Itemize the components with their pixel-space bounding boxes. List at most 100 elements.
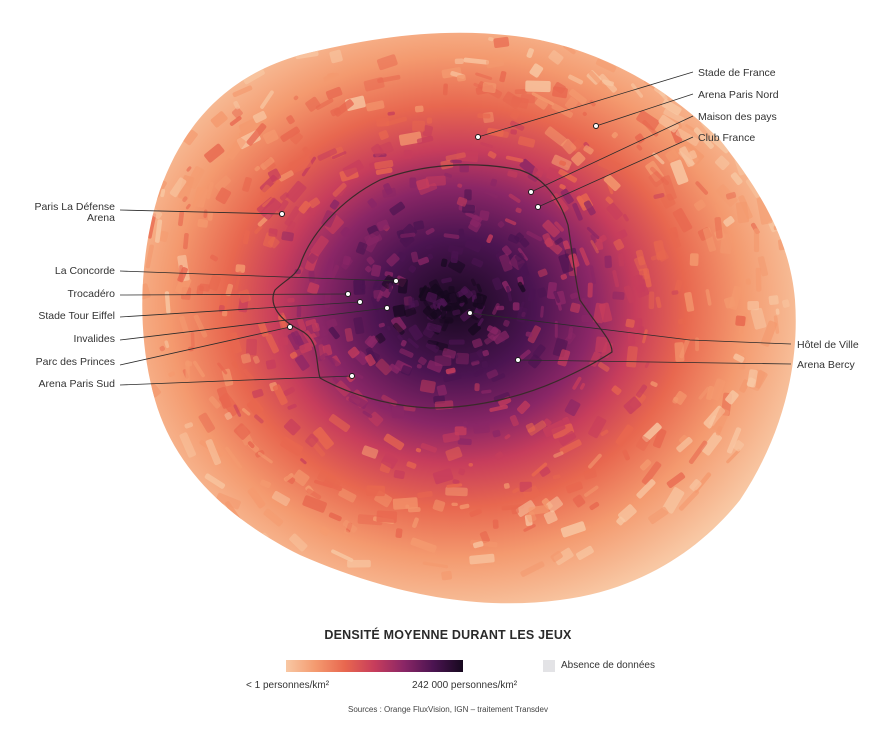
density-patch bbox=[418, 182, 438, 195]
density-patch bbox=[365, 27, 390, 32]
density-patch bbox=[247, 487, 266, 509]
density-patch bbox=[215, 187, 232, 205]
density-patch bbox=[330, 107, 341, 117]
density-patch bbox=[329, 264, 340, 280]
density-patch bbox=[319, 526, 330, 536]
density-patch bbox=[281, 231, 294, 242]
density-patch bbox=[665, 149, 679, 163]
density-patch bbox=[254, 165, 261, 172]
density-patch bbox=[297, 318, 307, 332]
density-patch bbox=[725, 390, 739, 405]
density-patch bbox=[688, 440, 708, 465]
density-patch bbox=[197, 218, 209, 228]
density-patch bbox=[526, 230, 543, 242]
density-patch bbox=[613, 238, 625, 251]
venue-markers bbox=[279, 123, 599, 379]
density-patch bbox=[568, 253, 580, 269]
density-patch bbox=[622, 213, 629, 222]
density-patch bbox=[648, 291, 655, 310]
density-patch bbox=[317, 352, 328, 362]
density-patch bbox=[601, 341, 614, 358]
density-patch bbox=[226, 137, 246, 160]
density-patch bbox=[636, 110, 660, 131]
density-patch bbox=[611, 131, 618, 139]
density-patch bbox=[726, 449, 741, 464]
density-patch bbox=[179, 432, 197, 458]
density-patch bbox=[642, 329, 648, 344]
density-patch bbox=[679, 146, 695, 168]
density-patch bbox=[725, 191, 737, 200]
density-patch bbox=[227, 332, 242, 354]
density-patch bbox=[327, 72, 339, 77]
density-patch bbox=[652, 152, 665, 165]
density-patch bbox=[422, 561, 449, 569]
density-patch bbox=[362, 410, 373, 418]
density-patch bbox=[259, 184, 271, 197]
density-patch bbox=[278, 337, 289, 346]
label-maison-des-pays: Maison des pays bbox=[698, 111, 777, 123]
density-patch bbox=[464, 189, 472, 201]
density-patch bbox=[407, 17, 417, 25]
density-patch bbox=[710, 378, 726, 401]
density-patch bbox=[640, 459, 652, 471]
density-patch bbox=[695, 337, 700, 352]
density-patch bbox=[471, 338, 483, 349]
density-patch bbox=[492, 429, 501, 438]
density-patch bbox=[473, 422, 490, 434]
density-patch bbox=[383, 183, 393, 195]
density-patch bbox=[477, 113, 491, 119]
density-patch bbox=[186, 166, 192, 172]
density-patch bbox=[572, 202, 583, 221]
density-patch bbox=[753, 172, 770, 191]
density-patch bbox=[177, 267, 188, 283]
density-patch bbox=[446, 291, 460, 304]
density-patch bbox=[486, 234, 493, 244]
density-patch bbox=[597, 155, 623, 175]
density-patch bbox=[159, 345, 166, 352]
density-patch bbox=[296, 305, 302, 318]
density-patch bbox=[714, 203, 724, 223]
leader-lines bbox=[119, 71, 792, 386]
density-patch bbox=[310, 235, 329, 257]
density-patch bbox=[527, 288, 536, 302]
density-patch bbox=[671, 290, 679, 295]
density-patch bbox=[600, 429, 609, 436]
density-patch bbox=[203, 209, 208, 218]
density-patch bbox=[348, 393, 368, 409]
density-patch bbox=[385, 116, 408, 126]
density-patch bbox=[426, 360, 443, 373]
density-patch bbox=[497, 221, 505, 228]
density-patch bbox=[397, 334, 404, 342]
density-patch bbox=[701, 432, 722, 456]
density-patch bbox=[773, 315, 780, 334]
density-patch bbox=[364, 335, 376, 347]
density-patch bbox=[669, 227, 679, 239]
density-patch bbox=[353, 279, 366, 295]
density-patch bbox=[283, 386, 295, 396]
density-patch bbox=[491, 373, 506, 382]
density-patch bbox=[519, 237, 530, 248]
density-patch bbox=[436, 384, 447, 396]
density-patch bbox=[391, 315, 407, 333]
density-patch bbox=[373, 279, 382, 288]
density-patch bbox=[715, 425, 723, 436]
density-patch bbox=[384, 271, 394, 277]
density-patch bbox=[542, 233, 554, 248]
density-patch bbox=[238, 289, 251, 303]
density-patch bbox=[698, 386, 710, 400]
density-patch bbox=[287, 403, 297, 410]
density-patch bbox=[386, 253, 400, 267]
density-patch bbox=[273, 178, 280, 185]
density-patch bbox=[504, 434, 511, 440]
density-patch bbox=[387, 325, 391, 331]
density-patch bbox=[142, 386, 151, 396]
density-patch bbox=[292, 469, 310, 486]
density-patch bbox=[184, 422, 194, 429]
density-patch bbox=[493, 330, 510, 345]
density-patch bbox=[515, 500, 536, 517]
density-patch bbox=[509, 415, 519, 427]
density-patch bbox=[331, 151, 347, 160]
density-patch bbox=[440, 159, 454, 170]
density-patch bbox=[525, 331, 533, 338]
density-map: Stade de France Arena Paris Nord Maison … bbox=[34, 17, 859, 604]
